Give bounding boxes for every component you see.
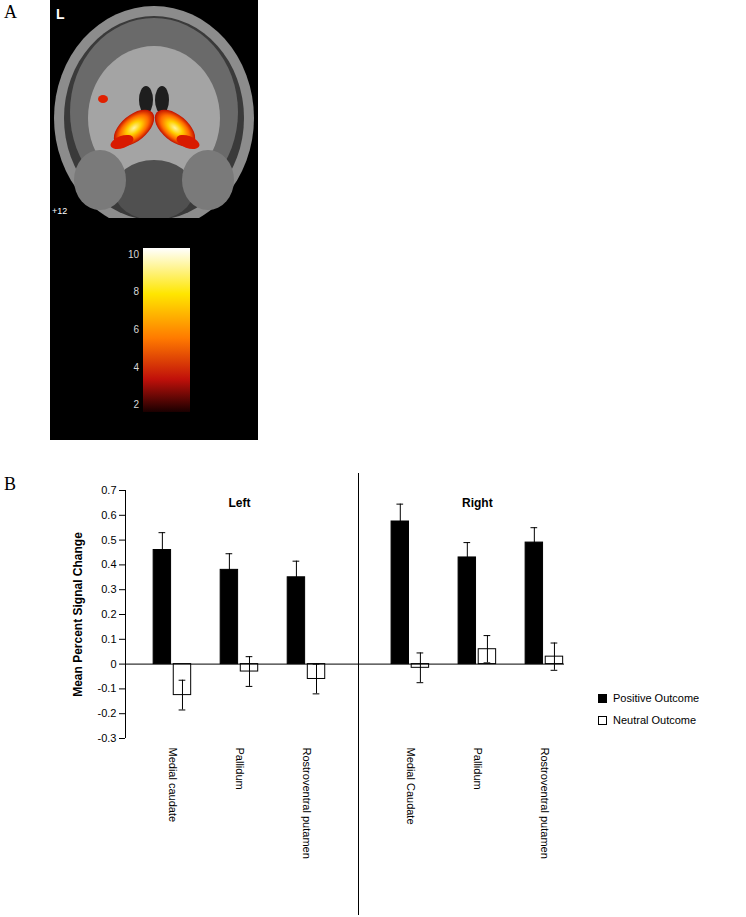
svg-text:Right: Right [462,496,493,510]
svg-text:0.4: 0.4 [101,558,116,570]
svg-text:6: 6 [133,324,139,335]
svg-text:0.1: 0.1 [101,633,116,645]
svg-text:0.7: 0.7 [101,484,116,496]
html-text:B: B [4,474,16,494]
svg-text:4: 4 [133,362,139,373]
svg-text:10: 10 [128,249,140,260]
svg-text:8: 8 [133,286,139,297]
svg-text:0.6: 0.6 [101,509,116,521]
svg-text:-0.1: -0.1 [98,682,117,694]
svg-text:Mean Percent Signal Change: Mean Percent Signal Change [71,532,85,697]
svg-text:L: L [56,6,65,22]
svg-text:0.5: 0.5 [101,534,116,546]
html-text:A: A [4,2,17,22]
svg-text:Rostroventral putamen: Rostroventral putamen [539,748,551,859]
svg-text:2: 2 [133,399,139,410]
html-text:Neutral Outcome: Neutral Outcome [613,714,697,726]
svg-text:Pallidum: Pallidum [472,748,484,790]
svg-text:Pallidum: Pallidum [234,748,246,790]
svg-text:-0.3: -0.3 [98,732,117,744]
svg-text:Rostroventral putamen: Rostroventral putamen [301,748,313,859]
svg-text:Medial caudate: Medial caudate [167,748,179,823]
svg-text:0: 0 [110,658,116,670]
svg-text:0.3: 0.3 [101,583,116,595]
svg-text:+12: +12 [52,206,67,216]
html-text:Positive Outcome: Positive Outcome [613,692,700,704]
svg-text:-0.2: -0.2 [98,707,117,719]
svg-text:0.2: 0.2 [101,608,116,620]
svg-text:Medial Caudate: Medial Caudate [405,748,417,825]
svg-text:Left: Left [228,496,250,510]
